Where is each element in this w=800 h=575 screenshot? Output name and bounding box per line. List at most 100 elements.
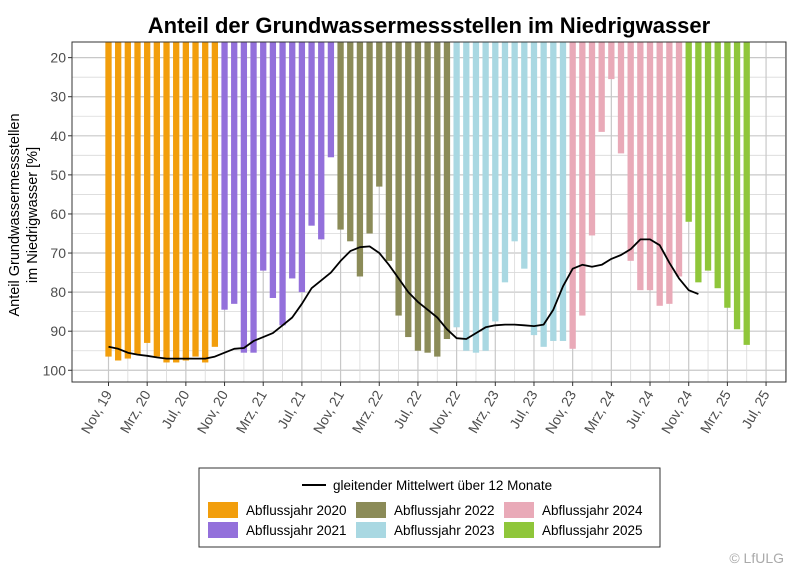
bar [569,42,576,349]
legend-label: Abflussjahr 2023 [394,523,495,538]
bar [134,42,141,355]
bar [550,42,557,341]
bar [269,42,277,298]
bar [627,42,634,261]
bar [240,42,248,353]
bar [656,42,663,306]
bar [424,42,431,353]
bar [521,42,528,269]
bar [666,42,673,304]
x-tick-label: Nov, 22 [426,387,464,436]
x-tick-label: Mrz, 22 [349,387,386,436]
bar [279,42,286,326]
x-tick-label: Mrz, 20 [117,387,154,436]
bar [298,42,306,293]
moving-average-line [108,238,699,360]
bar [492,42,499,322]
y-axis-label-line1: Anteil Grundwassermessstellen [7,113,23,316]
bar [434,42,441,357]
y-axis-label-line2: im Niedrigwasser [%] [25,147,41,283]
bar [637,42,644,291]
y-tick-label: 80 [50,284,66,300]
bar [598,42,605,132]
bar [163,42,170,363]
bar [308,42,315,226]
x-tick-label: Jul, 21 [274,387,309,431]
legend-label: Abflussjahr 2020 [246,503,347,518]
bar [366,42,373,234]
x-tick-label: Mrz, 24 [581,387,618,436]
bar [608,42,615,80]
bar [182,42,190,361]
legend-line-label: gleitender Mittelwert über 12 Monate [333,478,552,493]
legend-label: Abflussjahr 2022 [394,503,495,518]
x-tick-label: Jul, 23 [506,387,541,431]
bar [588,42,596,236]
legend-swatch [208,502,238,518]
legend-swatch [504,502,534,518]
bar [250,42,257,353]
bar [685,42,692,222]
bar [472,42,480,353]
legend-swatch [356,502,386,518]
bar [559,42,567,341]
bar [733,42,741,330]
bar [327,42,335,158]
bar [289,42,296,279]
bar [192,42,199,357]
legend-label: Abflussjahr 2021 [246,523,347,538]
y-tick-label: 20 [50,50,66,66]
y-tick-label: 60 [50,206,66,222]
bar [144,42,151,343]
bar [695,42,702,283]
plot-border [71,41,787,383]
bar [124,42,131,359]
y-tick-label: 70 [50,245,66,261]
bar [231,42,238,304]
bar [617,42,625,154]
bar [463,42,470,351]
bar [376,42,383,187]
bar [385,42,393,261]
bar [395,42,402,316]
bar [405,42,412,338]
x-tick-label: Mrz, 21 [233,387,270,436]
bar [453,42,460,328]
bar [105,42,112,357]
bar [202,42,209,363]
x-tick-label: Mrz, 23 [465,387,502,436]
legend-swatch [356,522,386,538]
y-tick-label: 90 [50,323,66,339]
bar [260,42,267,271]
chart-title: Anteil der Grundwassermessstellen im Nie… [148,13,711,38]
x-tick-label: Jul, 25 [738,387,773,431]
bar [511,42,518,242]
bar [579,42,586,316]
bar [714,42,721,289]
bar [646,42,654,291]
y-tick-label: 50 [50,167,66,183]
bar [743,42,750,345]
bar [211,42,219,347]
x-tick-label: Jul, 22 [390,387,425,431]
x-tick-label: Jul, 24 [622,387,657,431]
y-tick-label: 100 [43,362,67,378]
plot-area: 20 30 40 50 60 70 80 90 100 Nov, 19 Mrz, 20 Jul, 20… [43,41,787,436]
x-tick-label: Nov, 23 [542,387,580,436]
bar [482,42,489,351]
y-tick-label: 40 [50,128,66,144]
x-tick-label: Nov, 19 [78,387,116,436]
bar [704,42,712,271]
legend-swatch [208,522,238,538]
bar [724,42,731,308]
bar [443,42,451,340]
bar [675,42,683,277]
legend-box [198,467,661,548]
bar [530,42,538,336]
bar [221,42,228,310]
bar [337,42,344,230]
x-tick-label: Jul, 20 [158,387,193,431]
legend-swatch [504,522,534,538]
